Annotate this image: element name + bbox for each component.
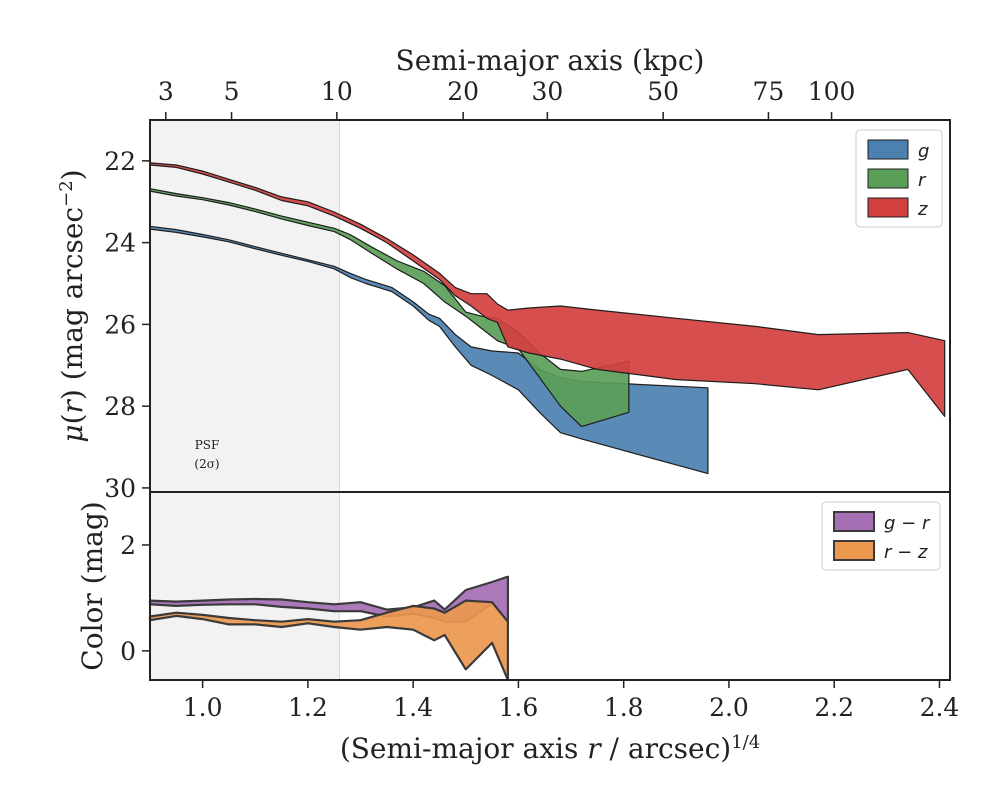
y-tick-label: 26 bbox=[104, 310, 136, 339]
legend-label: z bbox=[917, 199, 928, 220]
x-axis-title: (Semi-major axis r / arcsec)1/4 bbox=[340, 732, 760, 766]
color-panel: 02 1.0 1.2 1.4 1.6 1.8 2.0 2.2 2.4 g − rr − z C… bbox=[76, 491, 960, 766]
kpc-axis-ticks: 3 5 10 20 30 50 75 100 bbox=[158, 77, 856, 120]
y-tick-label: 0 bbox=[120, 637, 136, 666]
kpc-tick-label: 50 bbox=[647, 77, 679, 106]
x-tick-label: 2.4 bbox=[920, 693, 960, 722]
psf-sublabel: (2σ) bbox=[194, 457, 219, 471]
y-tick-label: 30 bbox=[104, 474, 136, 503]
kpc-tick-label: 20 bbox=[447, 77, 479, 106]
y-tick-label: 2 bbox=[120, 531, 136, 560]
y-tick-label: 28 bbox=[104, 392, 136, 421]
kpc-tick-label: 100 bbox=[808, 77, 856, 106]
series-z-band bbox=[149, 162, 946, 417]
bottom-y-ticks: 02 bbox=[120, 531, 150, 666]
x-tick-label: 1.6 bbox=[499, 693, 539, 722]
top-y-ticks: 22 24 26 28 30 bbox=[104, 147, 150, 503]
x-tick-label: 1.0 bbox=[183, 693, 223, 722]
surface-brightness-axis-title: μ(r) (mag arcsec−2) bbox=[56, 169, 90, 442]
legend-label: r bbox=[918, 170, 927, 191]
bottom-panel-frame bbox=[149, 491, 951, 681]
x-tick-label: 2.2 bbox=[814, 693, 854, 722]
y-tick-label: 22 bbox=[104, 147, 136, 176]
bottom-legend: g − r r − z bbox=[821, 501, 941, 571]
legend-label: r − z bbox=[884, 542, 928, 563]
bottom-x-ticks: 1.0 1.2 1.4 1.6 1.8 2.0 2.2 2.4 bbox=[183, 680, 960, 722]
legend-swatch bbox=[833, 540, 875, 561]
legend-swatch bbox=[833, 511, 875, 532]
surface-brightness-series bbox=[149, 162, 946, 475]
psf-region-bottom bbox=[150, 492, 340, 680]
kpc-tick-label: 75 bbox=[753, 77, 785, 106]
x-tick-label: 1.4 bbox=[393, 693, 433, 722]
x-tick-label: 2.0 bbox=[709, 693, 749, 722]
kpc-axis-title: Semi-major axis (kpc) bbox=[396, 44, 705, 77]
kpc-tick-label: 3 bbox=[158, 77, 174, 106]
x-tick-label: 1.2 bbox=[288, 693, 328, 722]
legend-swatch bbox=[867, 168, 909, 189]
kpc-tick-label: 30 bbox=[531, 77, 563, 106]
legend-swatch bbox=[867, 139, 909, 160]
legend-label: g − r bbox=[884, 513, 931, 534]
psf-region-top bbox=[150, 120, 340, 492]
psf-label: PSF bbox=[195, 438, 220, 452]
legend-swatch bbox=[867, 197, 909, 218]
series-r-band bbox=[149, 188, 630, 428]
y-tick-label: 24 bbox=[104, 229, 136, 258]
top-legend: grz bbox=[855, 129, 943, 228]
legend-label: g bbox=[918, 141, 929, 162]
x-tick-label: 1.8 bbox=[604, 693, 644, 722]
color-axis-title: Color (mag) bbox=[76, 501, 109, 670]
kpc-tick-label: 5 bbox=[224, 77, 240, 106]
kpc-tick-label: 10 bbox=[321, 77, 353, 106]
